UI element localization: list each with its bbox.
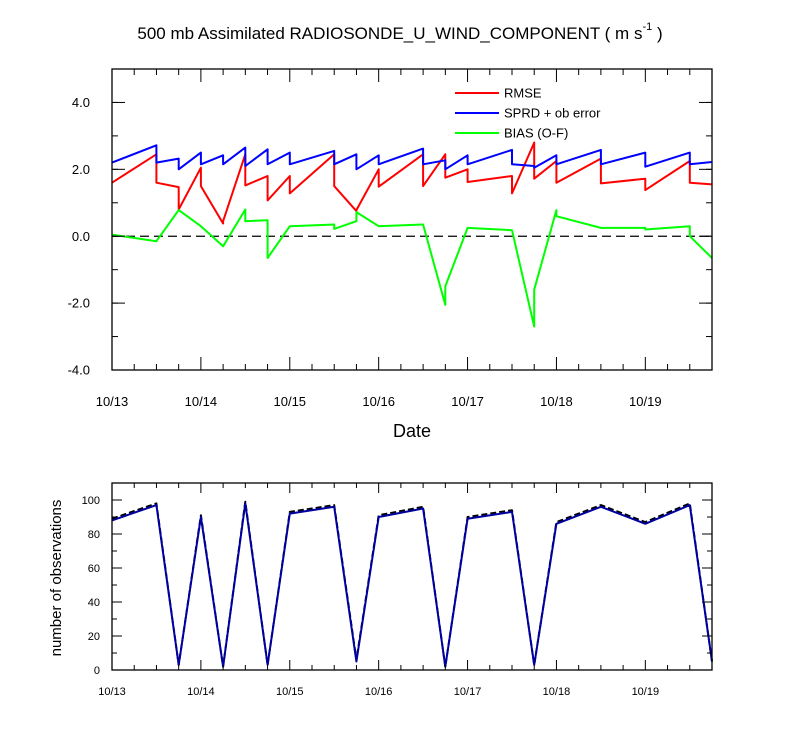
- x-tick-label: 10/18: [540, 394, 573, 409]
- chart-title-text: 500 mb Assimilated RADIOSONDE_U_WIND_COM…: [137, 24, 643, 43]
- x-tick-label: 10/14: [185, 394, 218, 409]
- x-tick-label: 10/18: [543, 686, 571, 698]
- x-tick-label: 10/14: [187, 686, 215, 698]
- chart-title-exponent: -1: [642, 21, 653, 34]
- legend-label: SPRD + ob error: [504, 106, 601, 121]
- x-tick-label: 10/13: [96, 394, 129, 409]
- y-tick-label: 2.0: [72, 162, 90, 177]
- x-tick-label: 10/19: [632, 686, 660, 698]
- bottom-series-line-1: [111, 502, 713, 668]
- x-tick-label: 10/17: [451, 394, 484, 409]
- y-tick-label: 0: [94, 665, 100, 677]
- y-tick-label: 40: [88, 597, 100, 609]
- y-axis-label: number of observations: [48, 500, 65, 657]
- y-tick-label: -4.0: [68, 363, 90, 378]
- x-tick-label: 10/13: [98, 686, 126, 698]
- x-axis-label: Date: [393, 421, 431, 441]
- bottom-plot-frame: [111, 482, 713, 671]
- top-series-line-1: [111, 144, 713, 171]
- bottom-series-group: [111, 500, 713, 668]
- bottom-axes: 10/13 10/14 10/15 10/16 10/17 10/18 10/19 0 20 40…: [82, 482, 713, 698]
- top-axes: 10/13 10/14 10/15 10/16 10/17 10/18 10/19 -4.0 -…: [68, 68, 713, 409]
- x-tick-label: 10/16: [362, 394, 395, 409]
- y-tick-label: 60: [88, 563, 100, 575]
- x-tick-label: 10/15: [276, 686, 304, 698]
- top-series-line-0: [111, 141, 713, 225]
- chart-title-close: ): [652, 24, 663, 43]
- y-tick-label: -2.0: [68, 296, 90, 311]
- y-tick-label: 20: [88, 631, 100, 643]
- top-chart: RMSE SPRD + ob error BIAS (O-F) 10/13 10/14…: [68, 68, 713, 441]
- y-tick-label: 4.0: [72, 95, 90, 110]
- y-tick-label: 0.0: [72, 229, 90, 244]
- legend-label: BIAS (O-F): [504, 126, 568, 141]
- x-tick-label: 10/19: [629, 394, 662, 409]
- y-tick-label: 80: [88, 529, 100, 541]
- legend-label: RMSE: [504, 86, 542, 101]
- top-series-group: [111, 141, 713, 328]
- x-tick-label: 10/17: [454, 686, 482, 698]
- x-tick-label: 10/15: [274, 394, 307, 409]
- legend: RMSE SPRD + ob error BIAS (O-F): [455, 86, 601, 141]
- bottom-series-line-0: [111, 500, 713, 668]
- x-tick-label: 10/16: [365, 686, 393, 698]
- top-plot-frame: [111, 68, 713, 371]
- chart-title: 500 mb Assimilated RADIOSONDE_U_WIND_COM…: [0, 21, 800, 44]
- top-series-line-2: [111, 208, 713, 328]
- y-tick-label: 100: [82, 495, 100, 507]
